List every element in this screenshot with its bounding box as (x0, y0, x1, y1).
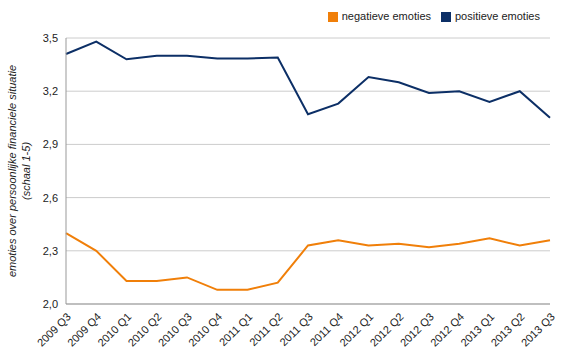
html-text:negatieve emoties: negatieve emoties (341, 10, 431, 22)
svg-text:3,2: 3,2 (43, 85, 58, 97)
svg-text:3,5: 3,5 (43, 32, 58, 44)
svg-text:2013 Q2: 2013 Q2 (488, 310, 527, 349)
svg-text:2009 Q4: 2009 Q4 (64, 310, 104, 349)
svg-text:2010 Q2: 2010 Q2 (125, 310, 164, 349)
svg-text:2012 Q3: 2012 Q3 (397, 310, 436, 349)
svg-text:2011 Q4: 2011 Q4 (307, 310, 346, 349)
svg-text:emoties over persoonlijke fina: emoties over persoonlijke financiele sit… (8, 65, 32, 277)
svg-text:2013 Q3: 2013 Q3 (519, 310, 557, 348)
svg-text:2,0: 2,0 (43, 298, 58, 310)
svg-text:2010 Q3: 2010 Q3 (155, 310, 194, 349)
svg-text:2,6: 2,6 (43, 192, 58, 204)
svg-text:2012 Q2: 2012 Q2 (367, 310, 406, 349)
svg-text:2,3: 2,3 (43, 245, 58, 257)
svg-text:2011 Q2: 2011 Q2 (246, 310, 285, 349)
svg-text:2010 Q1: 2010 Q1 (95, 310, 134, 349)
svg-text:2013 Q1: 2013 Q1 (458, 310, 497, 349)
svg-text:2010 Q4: 2010 Q4 (186, 310, 224, 348)
svg-text:2011 Q3: 2011 Q3 (277, 310, 315, 349)
html-text:positieve emoties: positieve emoties (455, 10, 540, 22)
svg-text:2012 Q4: 2012 Q4 (427, 310, 467, 349)
svg-text:2009 Q3: 2009 Q3 (34, 310, 73, 349)
svg-text:2,9: 2,9 (43, 138, 58, 150)
svg-text:2011 Q1: 2011 Q1 (216, 310, 255, 349)
svg-text:2012 Q1: 2012 Q1 (337, 310, 376, 349)
